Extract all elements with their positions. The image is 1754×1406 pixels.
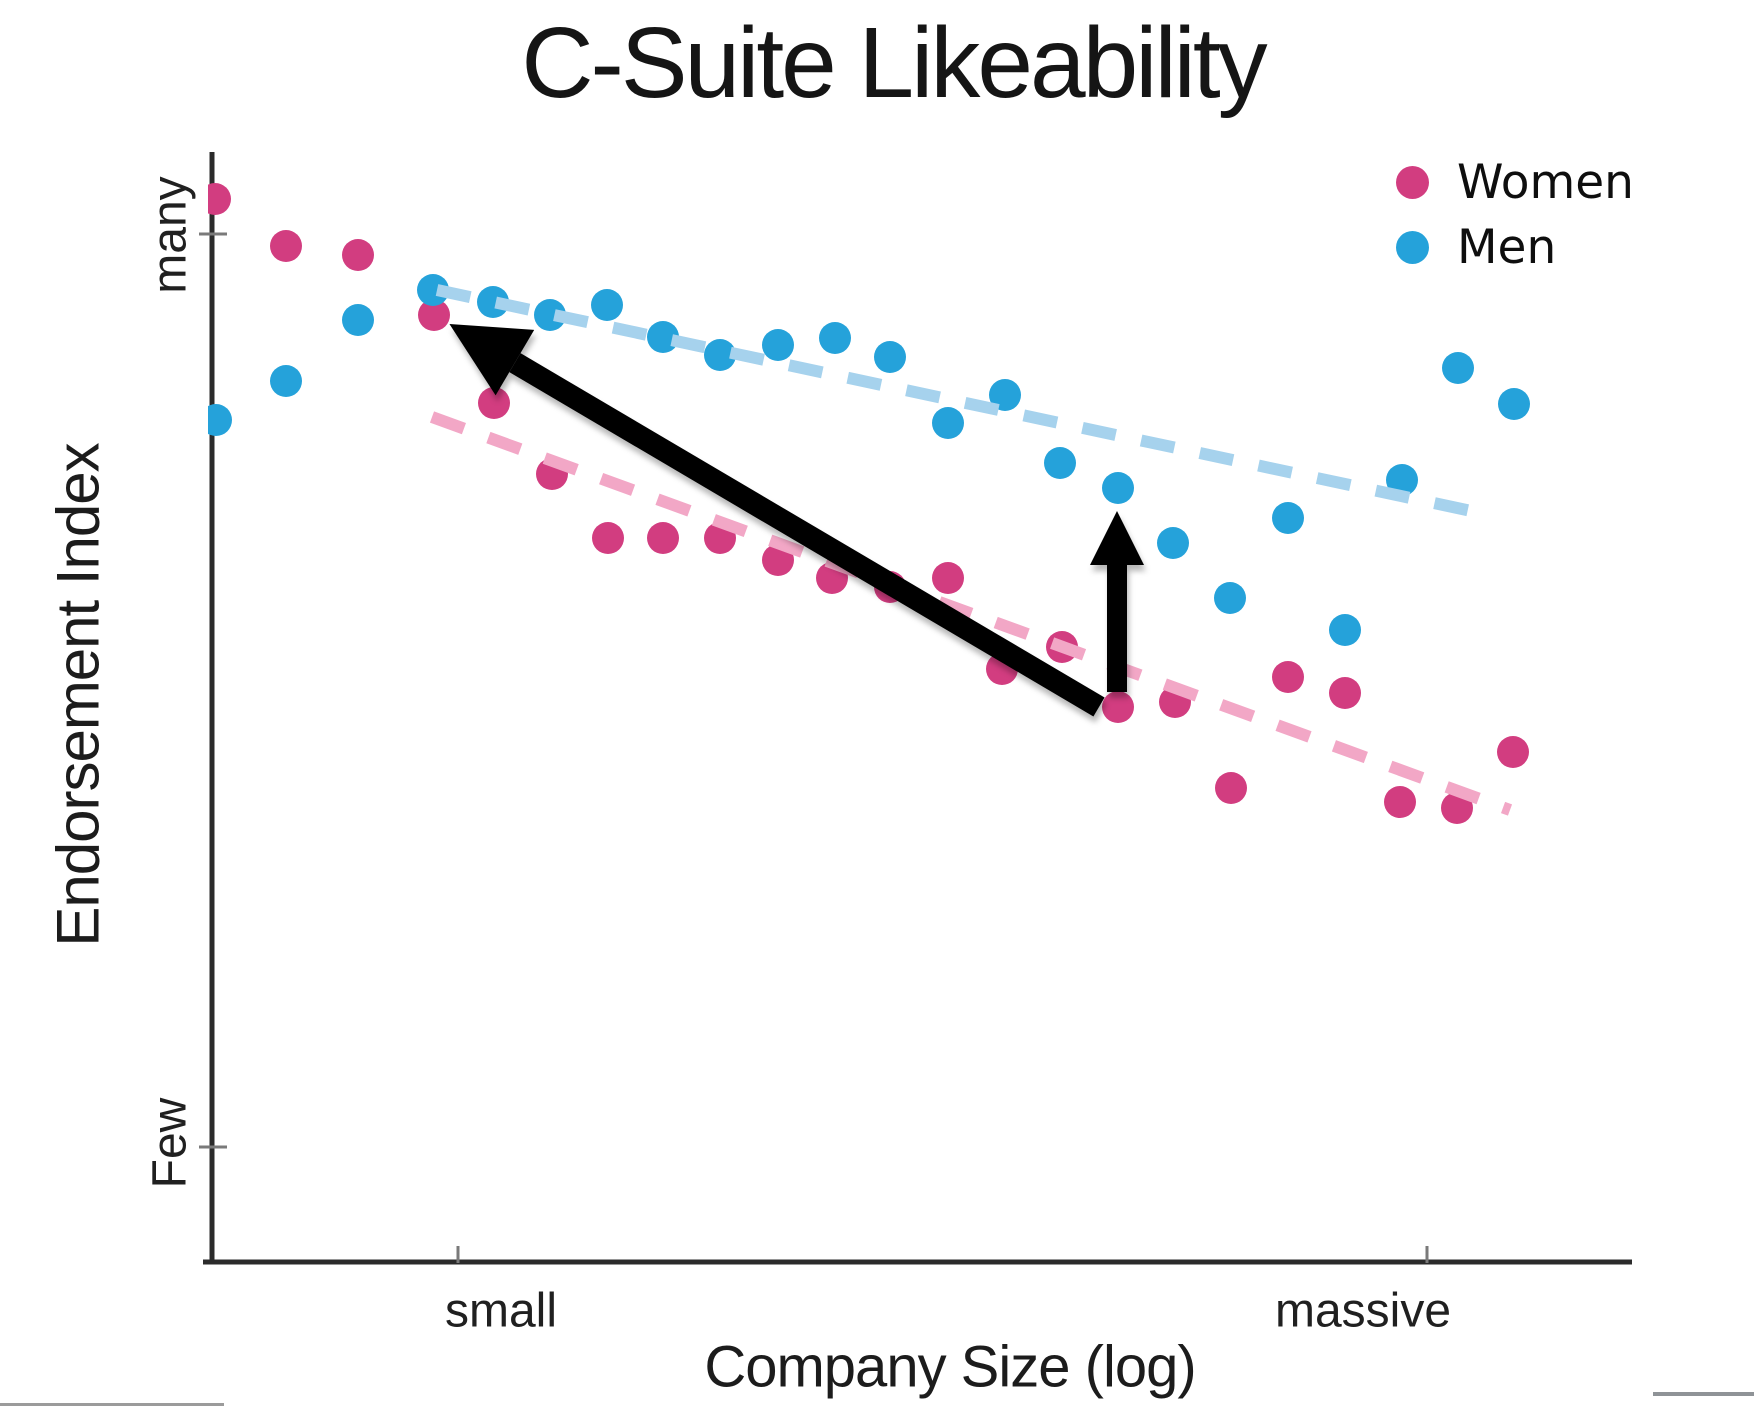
data-points: [208, 183, 1530, 824]
point-men: [762, 329, 794, 361]
y-axis-label: Endorsement Index: [44, 443, 112, 947]
legend-label-men: Men: [1457, 219, 1557, 275]
point-men: [591, 289, 623, 321]
annotation-arrows: [449, 324, 1145, 717]
point-men: [1044, 447, 1076, 479]
point-men: [1157, 527, 1189, 559]
point-women: [647, 522, 679, 554]
point-men: [1102, 472, 1134, 504]
chart-title: C-Suite Likeability: [521, 7, 1267, 119]
point-women: [1329, 677, 1361, 709]
point-women: [1497, 736, 1529, 768]
tick-marks: [199, 232, 1429, 1263]
point-women: [1384, 786, 1416, 818]
legend-marker-women-icon: [1396, 165, 1429, 199]
point-men: [874, 341, 906, 373]
series-men: [208, 274, 1530, 646]
point-women: [1102, 691, 1134, 723]
point-men: [1329, 614, 1361, 646]
point-men: [1442, 352, 1474, 384]
axes: [203, 152, 1632, 1265]
point-women: [1272, 661, 1304, 693]
point-men: [1214, 582, 1246, 614]
point-men: [270, 365, 302, 397]
x-tick-label-small: small: [444, 1284, 558, 1338]
point-women: [270, 230, 302, 262]
bottom-left-edge-line: [0, 1403, 224, 1406]
legend-item-men: Men: [1396, 219, 1634, 275]
point-men: [819, 322, 851, 354]
point-men: [1386, 464, 1418, 496]
point-women: [478, 387, 510, 419]
trendline-women: [429, 411, 1513, 816]
point-men: [704, 339, 736, 371]
point-men: [1498, 388, 1530, 420]
point-men: [342, 304, 374, 336]
y-tick-label-many: many: [143, 176, 197, 294]
point-women: [342, 239, 374, 271]
legend: Women Men: [1396, 154, 1634, 275]
point-women: [208, 183, 231, 215]
point-women: [1441, 792, 1473, 824]
point-women: [418, 299, 450, 331]
legend-label-women: Women: [1457, 154, 1634, 210]
point-women: [932, 562, 964, 594]
arrow-0: [449, 324, 1105, 717]
point-men: [208, 404, 232, 436]
point-men: [1272, 502, 1304, 534]
point-men: [989, 379, 1021, 411]
x-axis-label: Company Size (log): [704, 1334, 1196, 1400]
point-men: [477, 286, 509, 318]
x-tick-label-massive: massive: [1274, 1284, 1452, 1338]
point-men: [534, 299, 566, 331]
point-men: [932, 407, 964, 439]
bottom-right-edge-line: [1653, 1392, 1754, 1396]
point-women: [592, 522, 624, 554]
point-women: [1215, 772, 1247, 804]
legend-item-women: Women: [1396, 154, 1634, 210]
series-women: [208, 183, 1529, 824]
point-men: [417, 274, 449, 306]
y-tick-label-few: Few: [143, 1097, 197, 1189]
legend-marker-men-icon: [1396, 230, 1429, 264]
